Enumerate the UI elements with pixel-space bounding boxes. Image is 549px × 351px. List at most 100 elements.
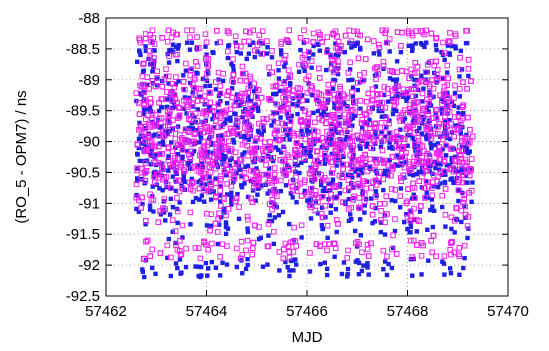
data-point	[239, 251, 246, 258]
data-point	[244, 237, 251, 244]
data-point	[400, 144, 407, 150]
data-point	[437, 156, 444, 163]
data-point	[282, 64, 287, 69]
data-point	[346, 188, 351, 194]
data-point	[225, 55, 231, 61]
data-point	[410, 237, 417, 244]
data-point	[233, 160, 238, 165]
data-point	[366, 272, 371, 277]
data-point	[266, 166, 272, 171]
data-point	[136, 111, 143, 117]
data-point	[448, 145, 455, 152]
data-point	[425, 111, 432, 118]
data-point	[227, 157, 233, 163]
data-point	[209, 107, 216, 114]
data-point	[216, 133, 221, 139]
data-point	[271, 111, 276, 116]
data-point	[143, 222, 148, 227]
data-point	[160, 105, 165, 110]
data-point	[207, 99, 214, 106]
data-point	[179, 222, 186, 229]
data-point	[266, 95, 272, 102]
data-point	[324, 266, 330, 272]
data-point	[299, 235, 304, 240]
data-point	[286, 167, 292, 173]
data-point	[248, 149, 255, 156]
data-point	[394, 59, 400, 64]
data-point	[321, 109, 326, 115]
data-point	[269, 55, 275, 60]
data-point	[386, 120, 392, 127]
data-point	[292, 158, 299, 165]
data-point	[134, 142, 141, 148]
data-point	[262, 148, 269, 154]
data-point	[136, 145, 142, 151]
data-point	[333, 148, 339, 155]
data-point	[220, 78, 226, 84]
data-point	[207, 90, 213, 96]
data-point	[308, 154, 313, 159]
data-point	[239, 99, 245, 104]
data-point	[444, 153, 449, 158]
data-point	[299, 97, 306, 104]
data-point	[217, 83, 224, 89]
data-point	[159, 151, 165, 157]
data-point	[362, 203, 367, 208]
data-point	[379, 147, 386, 154]
data-point	[349, 147, 356, 153]
data-point	[383, 115, 390, 121]
data-point	[324, 222, 331, 229]
data-point	[226, 153, 233, 159]
data-point	[336, 51, 341, 57]
data-point	[203, 260, 209, 266]
data-point	[254, 166, 259, 171]
data-point	[221, 109, 227, 116]
data-point	[247, 42, 253, 48]
data-point	[410, 86, 417, 92]
data-point	[405, 226, 410, 232]
data-point	[236, 131, 242, 137]
data-point	[220, 260, 225, 265]
y-tick-label: -92	[78, 257, 100, 274]
data-point	[207, 83, 213, 89]
data-point	[258, 94, 265, 101]
data-point	[230, 63, 236, 69]
data-point	[364, 179, 370, 184]
data-point	[220, 161, 227, 168]
data-point	[202, 75, 209, 82]
data-point	[204, 52, 209, 57]
data-point	[401, 90, 408, 97]
data-point	[440, 88, 447, 95]
data-point	[424, 61, 431, 68]
data-point	[234, 118, 241, 125]
data-point	[442, 211, 449, 218]
data-point	[283, 183, 289, 188]
data-point	[180, 79, 187, 85]
data-point	[439, 106, 445, 111]
data-point	[187, 155, 193, 162]
data-point	[141, 109, 147, 115]
data-point	[251, 145, 258, 152]
data-point	[203, 83, 208, 89]
data-point	[330, 31, 337, 38]
data-point	[236, 204, 242, 210]
data-point	[308, 83, 315, 89]
data-point	[418, 203, 424, 209]
data-point	[313, 96, 320, 103]
data-point	[174, 99, 180, 106]
data-point	[155, 219, 162, 225]
data-point	[435, 173, 441, 180]
data-point	[420, 242, 426, 249]
data-point	[280, 246, 287, 253]
data-point	[443, 142, 450, 149]
data-point	[319, 210, 325, 217]
data-point	[232, 198, 239, 205]
data-point	[369, 211, 376, 218]
data-point	[191, 148, 197, 154]
data-point	[134, 178, 140, 184]
data-point	[416, 178, 423, 184]
data-point	[386, 261, 391, 267]
data-point	[358, 106, 363, 111]
data-point	[428, 30, 435, 37]
data-point	[187, 148, 194, 155]
